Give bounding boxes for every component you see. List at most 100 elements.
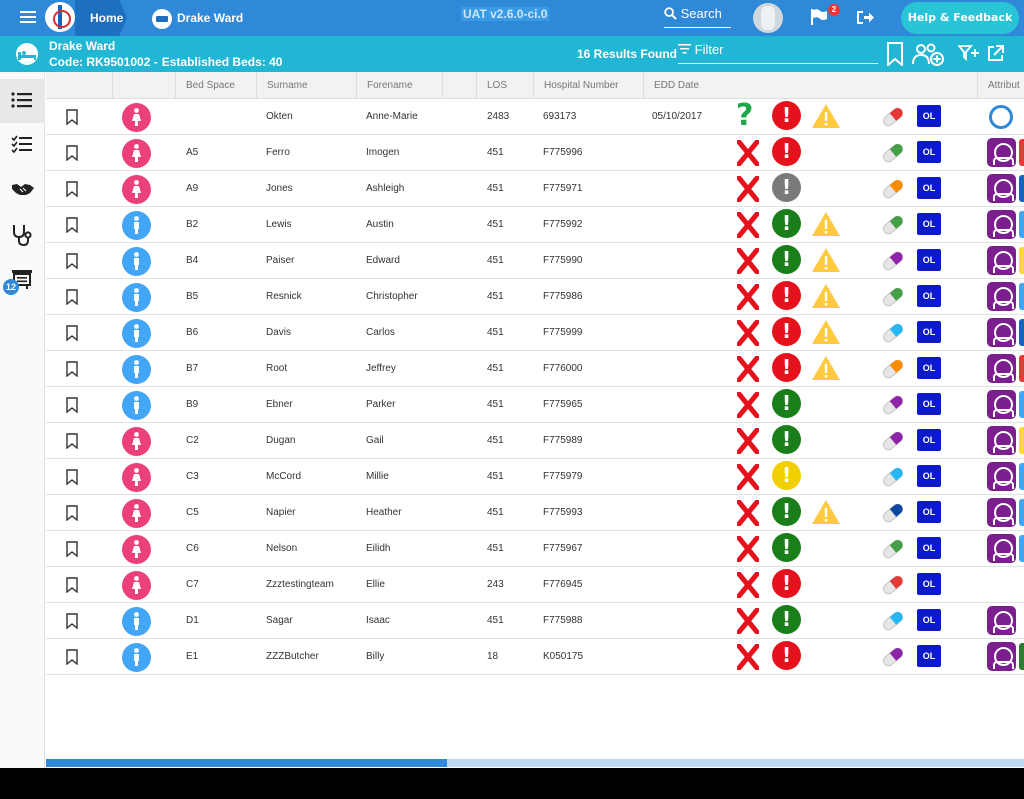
attribute-ring-icon[interactable] — [989, 105, 1013, 129]
ol-badge[interactable]: OL — [917, 285, 941, 307]
menu-icon[interactable] — [20, 11, 36, 23]
attribute-flag[interactable] — [1019, 391, 1024, 418]
row-bookmark-icon[interactable] — [66, 541, 78, 557]
nurse-icon[interactable] — [987, 246, 1016, 275]
not-fit-icon[interactable] — [737, 536, 759, 562]
table-row[interactable]: B9 Ebner Parker 451 F775965! OL — [46, 387, 1024, 423]
attribute-flag[interactable] — [1019, 463, 1024, 490]
warning-icon[interactable] — [810, 282, 842, 310]
medication-icon[interactable] — [880, 393, 906, 417]
attribute-flag[interactable] — [1019, 175, 1024, 202]
ol-badge[interactable]: OL — [917, 573, 941, 595]
row-bookmark-icon[interactable] — [66, 469, 78, 485]
row-bookmark-icon[interactable] — [66, 289, 78, 305]
medication-icon[interactable] — [880, 537, 906, 561]
row-bookmark-icon[interactable] — [66, 325, 78, 341]
nurse-icon[interactable] — [987, 390, 1016, 419]
medication-icon[interactable] — [880, 285, 906, 309]
ol-badge[interactable]: OL — [917, 429, 941, 451]
alert-icon[interactable]: ! — [772, 281, 801, 310]
alert-icon[interactable]: ! — [772, 641, 801, 670]
table-row[interactable]: D1 Sagar Isaac 451 F775988! OL — [46, 603, 1024, 639]
medication-icon[interactable] — [880, 141, 906, 165]
row-bookmark-icon[interactable] — [66, 505, 78, 521]
open-external-icon[interactable] — [987, 45, 1004, 62]
attribute-flag[interactable] — [1019, 247, 1024, 274]
row-bookmark-icon[interactable] — [66, 613, 78, 629]
nurse-icon[interactable] — [987, 210, 1016, 239]
table-row[interactable]: C2 Dugan Gail 451 F775989! OL — [46, 423, 1024, 459]
nurse-icon[interactable] — [987, 498, 1016, 527]
ol-badge[interactable]: OL — [917, 321, 941, 343]
attribute-flag[interactable] — [1019, 139, 1024, 166]
alert-icon[interactable]: ! — [772, 317, 801, 346]
ol-badge[interactable]: OL — [917, 141, 941, 163]
ol-badge[interactable]: OL — [917, 105, 941, 127]
alert-icon[interactable]: ! — [772, 605, 801, 634]
medication-icon[interactable] — [880, 357, 906, 381]
ol-badge[interactable]: OL — [917, 609, 941, 631]
ol-badge[interactable]: OL — [917, 249, 941, 271]
table-row[interactable]: A5 Ferro Imogen 451 F775996! OL — [46, 135, 1024, 171]
breadcrumb-home[interactable]: Home — [75, 0, 127, 36]
ol-badge[interactable]: OL — [917, 393, 941, 415]
header-gender[interactable] — [112, 72, 175, 99]
header-los[interactable]: LOS — [476, 72, 533, 99]
warning-icon[interactable] — [810, 498, 842, 526]
sidebar-item-handover[interactable] — [0, 168, 45, 212]
nurse-icon[interactable] — [987, 318, 1016, 347]
row-bookmark-icon[interactable] — [66, 217, 78, 233]
row-bookmark-icon[interactable] — [66, 253, 78, 269]
not-fit-icon[interactable] — [737, 500, 759, 526]
not-fit-icon[interactable] — [737, 644, 759, 670]
alert-icon[interactable]: ! — [772, 353, 801, 382]
alert-icon[interactable]: ! — [772, 461, 801, 490]
header-attributes[interactable]: Attribut — [977, 72, 1024, 99]
bookmark-icon[interactable] — [886, 42, 904, 66]
nurse-icon[interactable] — [987, 354, 1016, 383]
warning-icon[interactable] — [810, 246, 842, 274]
alert-icon[interactable]: ! — [772, 245, 801, 274]
not-fit-icon[interactable] — [737, 356, 759, 382]
flag-icon[interactable] — [810, 8, 828, 26]
attribute-flag[interactable] — [1019, 319, 1024, 346]
table-row[interactable]: C7 Zzztestingteam Ellie 243 F776945! OL — [46, 567, 1024, 603]
medication-icon[interactable] — [880, 177, 906, 201]
header-edd-date[interactable]: EDD Date — [643, 72, 977, 99]
sidebar-item-tasks[interactable] — [0, 124, 45, 168]
row-bookmark-icon[interactable] — [66, 361, 78, 377]
sidebar-item-clinical[interactable] — [0, 213, 45, 257]
search-button[interactable]: Search — [664, 6, 731, 28]
table-row[interactable]: B5 Resnick Christopher 451 F775986! OL — [46, 279, 1024, 315]
attribute-flag[interactable] — [1019, 211, 1024, 238]
row-bookmark-icon[interactable] — [66, 649, 78, 665]
alert-icon[interactable]: ! — [772, 497, 801, 526]
filter-input[interactable]: Filter — [678, 42, 878, 64]
nurse-icon[interactable] — [987, 282, 1016, 311]
add-team-icon[interactable] — [912, 42, 944, 66]
ol-badge[interactable]: OL — [917, 357, 941, 379]
row-bookmark-icon[interactable] — [66, 577, 78, 593]
row-bookmark-icon[interactable] — [66, 145, 78, 161]
nurse-icon[interactable] — [987, 426, 1016, 455]
table-row[interactable]: B7 Root Jeffrey 451 F776000! OL — [46, 351, 1024, 387]
not-fit-icon[interactable] — [737, 608, 759, 634]
not-fit-icon[interactable] — [737, 464, 759, 490]
not-fit-icon[interactable] — [737, 392, 759, 418]
row-bookmark-icon[interactable] — [66, 397, 78, 413]
alert-icon[interactable]: ! — [772, 569, 801, 598]
nurse-icon[interactable] — [987, 138, 1016, 167]
nurse-icon[interactable] — [987, 462, 1016, 491]
table-row[interactable]: E1 ZZZButcher Billy 18 K050175! OL — [46, 639, 1024, 675]
warning-icon[interactable] — [810, 210, 842, 238]
nurse-icon[interactable] — [987, 606, 1016, 635]
alert-icon[interactable]: ! — [772, 137, 801, 166]
add-filter-icon[interactable] — [958, 45, 980, 61]
table-row[interactable]: A9 Jones Ashleigh 451 F775971! OL — [46, 171, 1024, 207]
breadcrumb-ward[interactable]: Drake Ward — [152, 0, 243, 36]
table-row[interactable]: C5 Napier Heather 451 F775993! OL — [46, 495, 1024, 531]
alert-icon[interactable]: ! — [772, 101, 801, 130]
table-row[interactable]: C6 Nelson Eilidh 451 F775967! OL — [46, 531, 1024, 567]
unknown-status-icon[interactable]: ? — [736, 98, 754, 133]
header-surname[interactable]: Surname — [256, 72, 356, 99]
